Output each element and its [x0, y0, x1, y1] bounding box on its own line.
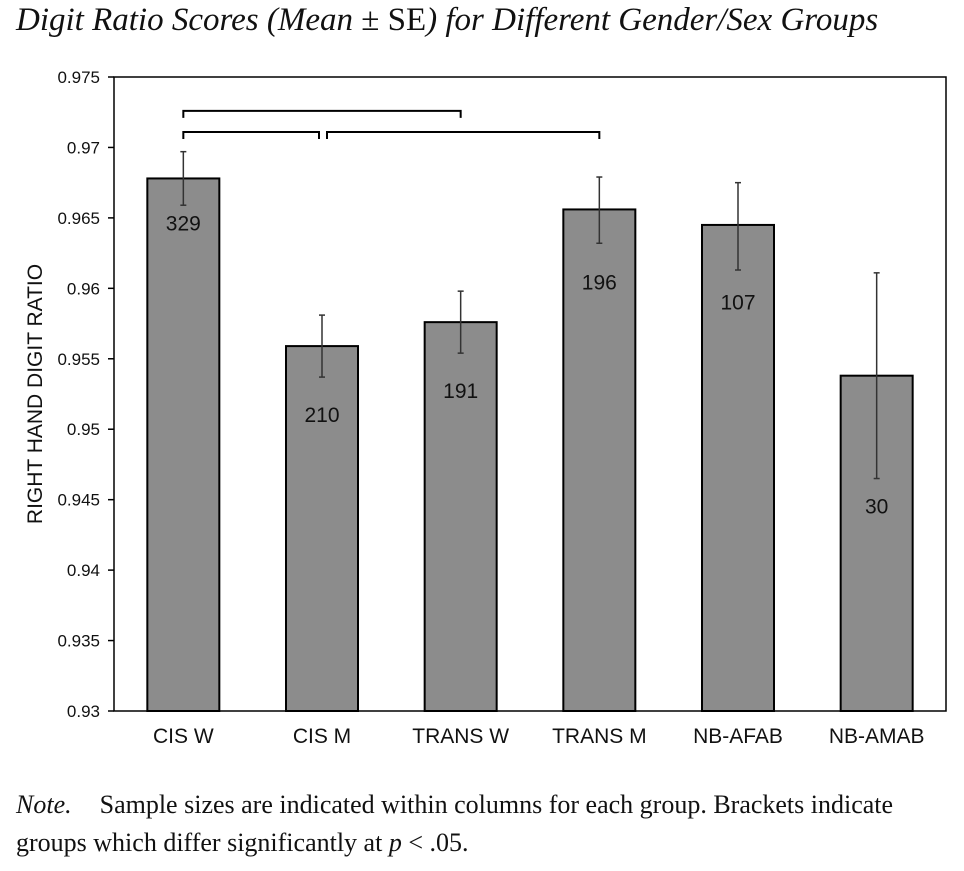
- x-tick-label: CIS W: [153, 725, 214, 748]
- chart-title: Digit Ratio Scores (Mean ± SE) for Diffe…: [16, 2, 879, 38]
- sample-size-label: 30: [865, 496, 888, 519]
- sample-size-labels: 329 210 191 196 107 30: [166, 213, 889, 519]
- sample-size-label: 191: [443, 380, 478, 403]
- y-axis-ticks: 0.93 0.935 0.94 0.945 0.95 0.955 0.96 0.965 0.97…: [57, 68, 114, 721]
- y-tick-label: 0.935: [57, 632, 100, 651]
- plot-frame: [113, 76, 947, 712]
- bars: [146, 177, 914, 713]
- bar-chart: 0.93 0.935 0.94 0.945 0.95 0.955 0.96 0.965 0.97…: [24, 68, 947, 748]
- y-tick-label: 0.955: [57, 350, 100, 369]
- y-tick-label: 0.965: [57, 209, 100, 228]
- y-tick-label: 0.93: [67, 702, 100, 721]
- y-tick-label: 0.96: [67, 279, 100, 298]
- x-axis-labels: CIS W CIS M TRANS W TRANS M NB-AFAB NB-AMAB: [153, 725, 925, 748]
- sample-size-label: 329: [166, 213, 201, 236]
- sample-size-label: 196: [582, 272, 617, 295]
- error-bars: [180, 150, 880, 480]
- significance-brackets: [182, 109, 601, 139]
- x-tick-label: CIS M: [293, 725, 351, 748]
- sample-size-label: 210: [304, 404, 339, 427]
- bar-cis-w: [146, 177, 221, 712]
- y-tick-label: 0.975: [57, 68, 100, 87]
- significance-bracket: [182, 130, 320, 139]
- bar-cis-m: [285, 345, 359, 712]
- x-tick-label: TRANS W: [412, 725, 509, 748]
- x-tick-label: TRANS M: [552, 725, 647, 748]
- sample-size-label: 107: [720, 291, 755, 314]
- y-tick-label: 0.945: [57, 491, 100, 510]
- significance-bracket: [182, 109, 462, 118]
- y-tick-label: 0.95: [67, 420, 100, 439]
- x-tick-label: NB-AFAB: [693, 725, 783, 748]
- y-tick-label: 0.94: [67, 561, 100, 580]
- x-tick-label: NB-AMAB: [829, 725, 925, 748]
- y-axis-label: RIGHT HAND DIGIT RATIO: [24, 264, 47, 524]
- significance-bracket: [326, 130, 601, 139]
- y-tick-label: 0.97: [67, 138, 100, 157]
- figure-note: Note. Sample sizes are indicated within c…: [16, 790, 894, 857]
